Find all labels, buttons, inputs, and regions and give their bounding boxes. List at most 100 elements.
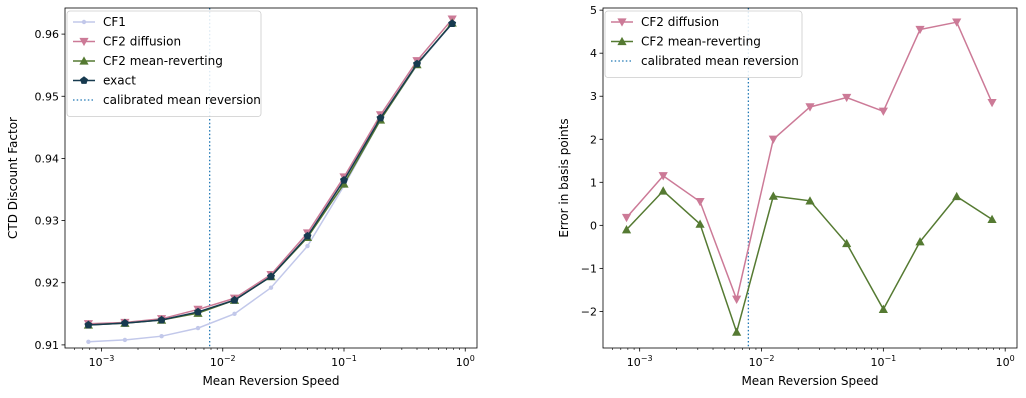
x-axis-label: Mean Reversion Speed	[741, 374, 878, 388]
series-line	[625, 189, 993, 335]
data-point	[86, 339, 91, 344]
legend-label: calibrated mean reversion	[641, 54, 799, 68]
axes-frame	[602, 7, 1018, 349]
data-point	[952, 191, 962, 201]
y-tick-label: 0.96	[35, 28, 60, 41]
data-point	[448, 19, 457, 27]
x-tick-label-exponent: −2	[763, 354, 775, 363]
left-chart-panel: 10−3 10−2 10−1 1000.910.920.930.940.950.96M…	[6, 7, 478, 388]
legend-item: CF2 diffusion	[73, 35, 181, 49]
x-tick-label: 10−2	[210, 354, 236, 369]
data-point	[303, 231, 312, 240]
x-tick-label-base: 10	[89, 356, 103, 369]
data-point	[157, 315, 166, 324]
data-point	[305, 243, 310, 249]
data-point	[878, 107, 888, 116]
data-point	[376, 113, 385, 122]
data-point	[732, 327, 742, 336]
y-tick-label: 3	[590, 90, 597, 103]
data-point	[952, 18, 962, 27]
data-point	[915, 25, 925, 35]
x-axis-ticks: 10−3 10−2 10−1 100	[612, 348, 1015, 369]
y-tick-label: 1	[590, 176, 597, 189]
data-point	[122, 337, 128, 343]
y-tick-label: 0.95	[35, 90, 60, 103]
plot-area	[83, 8, 457, 348]
legend-box	[604, 10, 803, 78]
data-point	[695, 219, 705, 228]
y-tick-label: 0.94	[35, 152, 60, 165]
data-point	[230, 295, 239, 304]
y-tick-label: 0	[590, 219, 597, 232]
y-tick-label: 4	[590, 47, 597, 60]
x-tick-label: 10−2	[749, 354, 775, 369]
data-point	[621, 225, 632, 234]
x-tick-label: 10−1	[331, 354, 357, 369]
x-axis-label: Mean Reversion Speed	[202, 374, 339, 388]
data-point	[658, 172, 668, 181]
y-tick-label: 2	[590, 133, 597, 146]
series-cf2-diffusion	[621, 18, 997, 304]
x-tick-label: 10−3	[627, 354, 653, 369]
data-point	[842, 93, 852, 103]
y-tick-label: 0.92	[35, 277, 60, 290]
legend-item: CF2 diffusion	[611, 15, 719, 29]
x-axis-ticks: 10−3 10−2 10−1 100	[74, 348, 475, 369]
x-tick-label-exponent: −1	[884, 354, 896, 363]
legend-label: calibrated mean reversion	[103, 93, 261, 107]
x-tick-label-base: 10	[456, 356, 470, 369]
data-point	[84, 320, 93, 329]
legend-label: CF2 mean-reverting	[103, 54, 223, 68]
data-point	[268, 285, 274, 290]
legend-label: CF2 mean-reverting	[641, 35, 761, 49]
data-point	[987, 99, 997, 108]
data-point	[805, 103, 815, 112]
legend-label: exact	[103, 74, 136, 88]
y-axis-ticks: −2 −1 0 1 2 3 4 5	[581, 4, 603, 318]
data-point	[842, 238, 852, 248]
legend-item: CF2 mean-reverting	[73, 54, 223, 68]
legend-marker	[617, 36, 627, 46]
legend-label: CF2 diffusion	[641, 15, 719, 29]
x-tick-label-base: 10	[210, 356, 224, 369]
legend-item: calibrated mean reversion	[73, 93, 261, 107]
legend-label: CF2 diffusion	[103, 35, 181, 49]
y-tick-label: −2	[581, 305, 597, 318]
x-tick-label-base: 10	[749, 356, 763, 369]
legend-marker	[617, 18, 627, 27]
legend-marker	[80, 76, 88, 84]
y-tick-label: 0.93	[35, 215, 60, 228]
data-point	[267, 272, 275, 280]
y-tick-label: −1	[581, 262, 597, 275]
data-point	[120, 318, 129, 327]
x-tick-label-exponent: −2	[224, 354, 236, 363]
data-point	[658, 186, 668, 195]
x-tick-label-exponent: −3	[103, 354, 115, 363]
y-axis-ticks: 0.91 0.92 0.93 0.94 0.95 0.96	[35, 28, 65, 352]
data-point	[805, 196, 815, 205]
x-tick-label: 100	[996, 354, 1015, 369]
legend: CF1 CF2 diffusion CF2 mean-reverting exact c…	[66, 10, 262, 117]
x-tick-label-exponent: 0	[470, 354, 475, 363]
x-tick-label-base: 10	[627, 356, 641, 369]
legend-marker	[79, 37, 89, 47]
legend-item: CF1	[73, 15, 126, 29]
x-tick-label-exponent: −3	[641, 354, 653, 363]
data-point	[695, 197, 705, 207]
legend-label: CF1	[103, 15, 126, 29]
legend-marker	[81, 19, 87, 25]
x-tick-label-exponent: −1	[345, 354, 357, 363]
x-tick-label-base: 10	[331, 356, 345, 369]
series-exact	[84, 19, 457, 329]
data-point	[768, 135, 778, 144]
x-tick-label-base: 10	[996, 356, 1010, 369]
data-point	[878, 304, 888, 313]
x-tick-label: 100	[456, 354, 475, 369]
data-point	[194, 307, 202, 316]
axes-frame	[64, 7, 478, 349]
legend: CF2 diffusion CF2 mean-reverting calibrate…	[604, 10, 803, 78]
legend-item: exact	[73, 74, 136, 88]
legend-item: CF2 mean-reverting	[611, 35, 761, 49]
